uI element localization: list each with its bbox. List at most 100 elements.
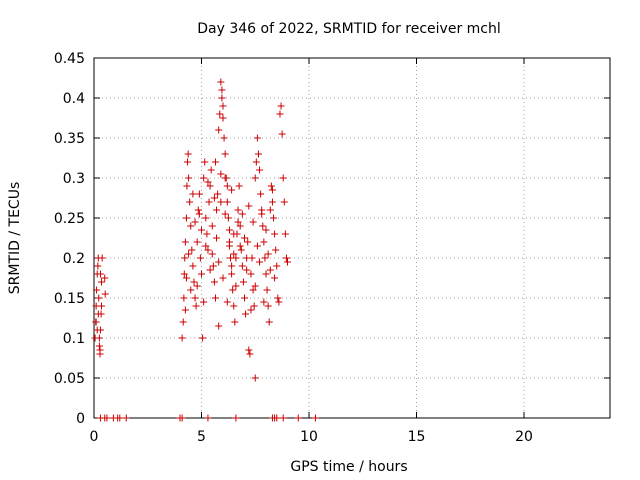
data-point	[235, 182, 243, 190]
data-point	[189, 190, 197, 198]
data-point	[202, 214, 210, 222]
data-point	[218, 86, 226, 94]
data-point	[251, 174, 259, 182]
data-point	[209, 262, 217, 270]
data-point	[244, 238, 252, 246]
grid-lines	[94, 58, 610, 418]
data-point	[98, 278, 106, 286]
data-point	[225, 242, 233, 250]
data-point	[95, 334, 103, 342]
data-point	[265, 318, 273, 326]
data-point	[238, 210, 246, 218]
data-point	[192, 302, 200, 310]
data-point	[264, 302, 272, 310]
data-point	[266, 266, 274, 274]
data-point	[98, 254, 106, 262]
data-point	[282, 254, 290, 262]
data-point	[236, 242, 244, 250]
data-point	[178, 334, 186, 342]
data-point	[238, 262, 246, 270]
data-point	[247, 306, 255, 314]
data-point	[96, 346, 104, 354]
data-point	[217, 198, 225, 206]
data-point	[257, 190, 265, 198]
data-point	[241, 294, 248, 302]
data-point	[181, 238, 189, 246]
y-tick-label: 0.15	[54, 291, 85, 307]
data-point	[96, 270, 104, 278]
data-point	[211, 294, 219, 302]
data-point	[261, 254, 269, 262]
data-point	[187, 222, 195, 230]
data-point	[232, 282, 240, 290]
data-point	[271, 230, 279, 238]
data-point	[103, 414, 111, 422]
data-point	[258, 210, 266, 218]
data-point	[207, 166, 215, 174]
data-point	[230, 302, 238, 310]
data-point	[204, 178, 212, 186]
data-point	[204, 246, 212, 254]
data-point	[217, 78, 225, 86]
data-point	[183, 182, 191, 190]
data-point	[95, 294, 103, 302]
data-point	[223, 182, 231, 190]
data-points	[91, 78, 319, 422]
y-tick-label: 0.1	[63, 331, 85, 347]
data-point	[214, 190, 222, 198]
y-tick-label: 0.45	[54, 51, 85, 67]
data-point	[196, 254, 204, 262]
axis-ticks: 0 0.05 0.1 0.15 0.2 0.25 0.3 0.35 0.4 0.45 0 5 10 15 2…	[54, 51, 610, 445]
data-point	[95, 342, 103, 350]
data-point	[262, 270, 270, 278]
data-point	[225, 226, 233, 234]
data-point	[259, 222, 267, 230]
data-point	[185, 174, 193, 182]
data-point	[232, 254, 240, 262]
data-point	[180, 270, 188, 278]
data-point	[94, 310, 102, 318]
data-point	[92, 318, 100, 326]
data-point	[94, 262, 102, 270]
x-tick-label: 20	[515, 429, 533, 445]
data-point	[184, 158, 192, 166]
data-point	[236, 222, 244, 230]
data-point	[213, 206, 221, 214]
data-point	[221, 174, 229, 182]
data-point	[284, 258, 291, 266]
data-point	[263, 286, 271, 294]
y-tick-label: 0.4	[63, 91, 85, 107]
data-point	[266, 206, 274, 214]
data-point	[180, 294, 188, 302]
data-point	[256, 166, 264, 174]
data-point	[230, 230, 238, 238]
data-point	[250, 302, 258, 310]
data-point	[230, 250, 238, 258]
data-point	[189, 262, 197, 270]
data-point	[98, 302, 106, 310]
data-point	[205, 198, 213, 206]
data-point	[279, 174, 287, 182]
data-point	[278, 130, 286, 138]
data-point	[271, 274, 279, 282]
x-tick-label: 5	[197, 429, 206, 445]
data-point	[221, 150, 229, 158]
data-point	[185, 250, 193, 258]
x-tick-label: 10	[300, 429, 318, 445]
data-point	[223, 198, 231, 206]
data-point	[206, 266, 214, 274]
data-point	[245, 346, 253, 354]
data-point	[237, 246, 245, 254]
data-point	[193, 238, 201, 246]
data-point	[281, 230, 289, 238]
data-point	[249, 218, 257, 226]
data-point	[254, 150, 262, 158]
data-point	[311, 414, 319, 422]
y-tick-label: 0.2	[63, 251, 85, 267]
data-point	[178, 414, 186, 422]
data-point	[190, 278, 198, 286]
data-point	[206, 182, 214, 190]
data-point	[246, 350, 254, 358]
data-point	[232, 414, 240, 422]
